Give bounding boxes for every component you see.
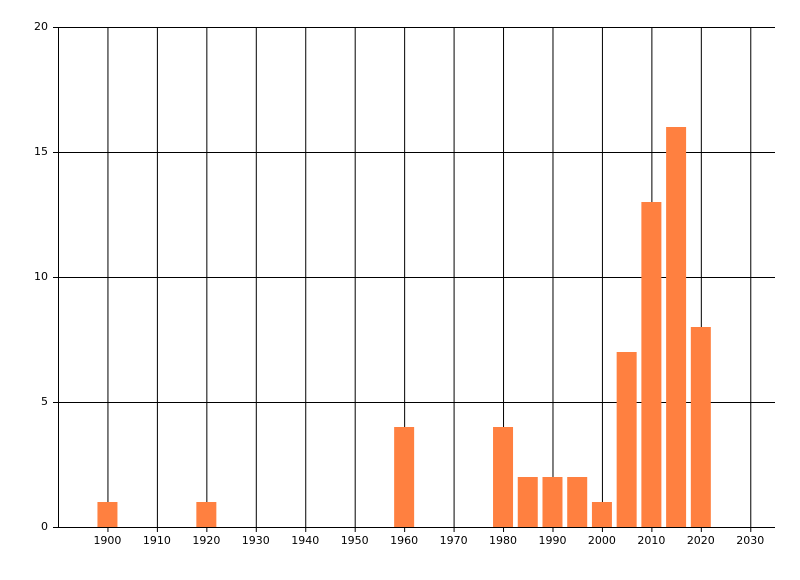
x-tick-label: 1910 [143, 534, 171, 547]
bar [666, 127, 687, 527]
x-tick-label: 1980 [489, 534, 517, 547]
bar [616, 352, 637, 527]
x-tick-label: 1950 [341, 534, 369, 547]
x-tick-label: 1990 [538, 534, 566, 547]
x-tick-label: 2000 [588, 534, 616, 547]
x-tick-label: 1940 [291, 534, 319, 547]
y-tick-label: 5 [41, 395, 48, 408]
x-tick-label: 1900 [93, 534, 121, 547]
x-tick-label: 2020 [687, 534, 715, 547]
bar [394, 427, 415, 527]
bar [493, 427, 514, 527]
bar [567, 477, 588, 527]
bar [97, 502, 118, 527]
x-tick-label: 1920 [192, 534, 220, 547]
y-tick-label: 10 [34, 270, 48, 283]
x-tick-label: 1970 [440, 534, 468, 547]
bar [641, 202, 662, 527]
x-tick-label: 2030 [736, 534, 764, 547]
y-tick-label: 20 [34, 20, 48, 33]
y-tick-label: 15 [34, 145, 48, 158]
bar [196, 502, 217, 527]
x-tick-label: 1930 [242, 534, 270, 547]
bar [542, 477, 563, 527]
x-tick-label: 2010 [637, 534, 665, 547]
y-tick-label: 0 [41, 520, 48, 533]
bar [591, 502, 612, 527]
bar [690, 327, 711, 527]
x-tick-label: 1960 [390, 534, 418, 547]
bar [517, 477, 538, 527]
